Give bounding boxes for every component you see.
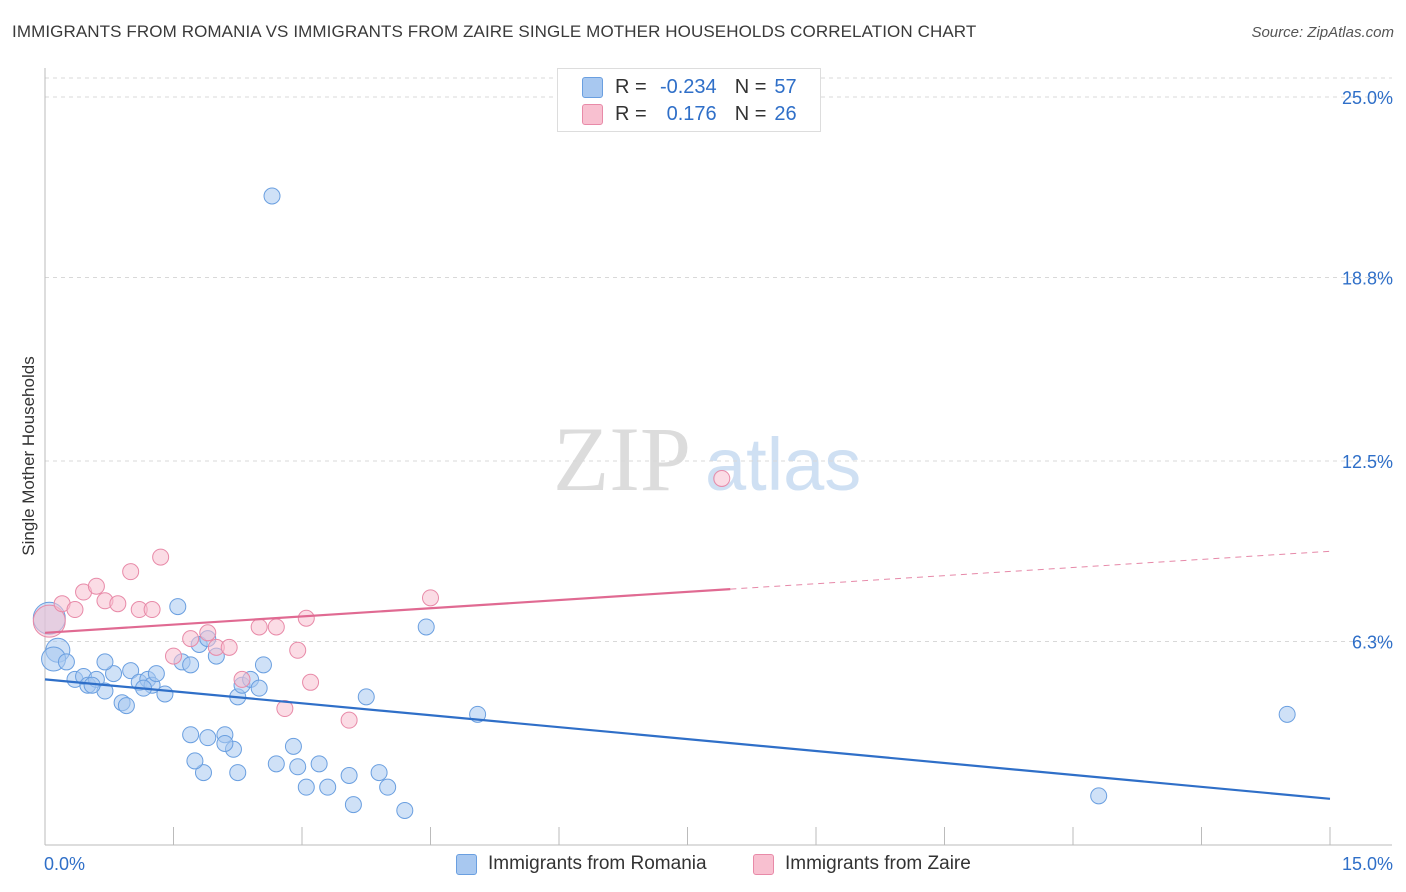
n-label: N =	[734, 75, 767, 98]
zaire-trend-line	[44, 588, 731, 634]
zaire-point	[297, 609, 315, 627]
romania-point	[340, 766, 358, 784]
romania-legend-swatch	[456, 853, 477, 875]
stats-row-zaire: R = 0.176 N = 26	[582, 101, 797, 127]
romania-point	[117, 697, 135, 715]
zaire-point	[32, 604, 66, 638]
zaire-point	[250, 618, 268, 636]
zaire-swatch	[582, 103, 603, 125]
stats-legend-box: R = -0.234 N = 57 R = 0.176 N = 26	[557, 68, 821, 132]
romania-point	[254, 656, 272, 674]
zaire-point	[199, 624, 217, 642]
romania-point	[267, 755, 285, 773]
romania-point	[169, 598, 187, 616]
zaire-point	[165, 647, 182, 665]
zaire-legend-swatch	[753, 853, 774, 875]
romania-point	[297, 778, 315, 796]
romania-point	[96, 653, 114, 671]
zaire-point	[143, 601, 161, 619]
romania-point	[186, 752, 204, 770]
zaire-point	[87, 577, 105, 595]
romania-point	[122, 662, 140, 680]
r-value: 0.176	[666, 102, 717, 125]
romania-point	[319, 778, 337, 796]
y-tick-label: 12.5%	[1342, 452, 1393, 472]
romania-point	[289, 758, 307, 776]
romania-point	[182, 656, 200, 674]
n-value: 26	[774, 102, 797, 125]
zaire-point	[152, 548, 170, 566]
x-tick-label-min: 0.0%	[44, 854, 85, 874]
legend-item-zaire[interactable]: Immigrants from Zaire	[753, 851, 971, 877]
zaire-point	[340, 711, 358, 729]
legend-item-romania[interactable]: Immigrants from Romania	[456, 851, 707, 877]
romania-point	[250, 679, 268, 697]
romania-swatch	[582, 76, 603, 98]
romania-point	[194, 764, 212, 782]
zaire-point	[267, 618, 285, 636]
r-value: -0.234	[659, 75, 717, 98]
y-tick-label: 18.8%	[1342, 269, 1393, 289]
romania-point	[105, 665, 123, 683]
zaire-point	[233, 670, 251, 688]
chart-title: IMMIGRANTS FROM ROMANIA VS IMMIGRANTS FR…	[12, 22, 977, 41]
r-label: R =	[615, 102, 647, 125]
romania-point	[284, 737, 302, 755]
zaire-point	[276, 700, 294, 718]
romania-point	[199, 729, 217, 747]
legend-label-zaire: Immigrants from Zaire	[785, 853, 971, 874]
romania-point	[357, 688, 375, 706]
watermark-zip: ZIP	[553, 408, 691, 510]
zaire-point	[182, 630, 200, 648]
romania-point	[263, 187, 281, 205]
zaire-point	[289, 641, 307, 659]
zaire-point	[220, 638, 238, 656]
romania-point	[1278, 705, 1296, 723]
romania-point	[344, 796, 362, 814]
romania-point	[396, 801, 414, 819]
zaire-point	[302, 673, 320, 691]
x-tick-label-max: 15.0%	[1342, 854, 1393, 874]
watermark: ZIP atlas	[553, 408, 861, 510]
zaire-point	[109, 595, 127, 613]
stats-row-romania: R = -0.234 N = 57	[582, 74, 797, 100]
romania-point	[216, 734, 234, 752]
zaire-point	[713, 469, 731, 487]
romania-trend-line	[44, 678, 1331, 800]
source-label: Source: ZipAtlas.com	[1251, 24, 1394, 41]
romania-point	[57, 653, 75, 671]
zaire-point	[66, 601, 84, 619]
r-label: R =	[615, 75, 647, 98]
n-value: 57	[774, 75, 797, 98]
romania-point	[1090, 787, 1108, 805]
romania-point	[370, 764, 388, 782]
zaire-trend-extension	[730, 550, 1331, 590]
n-label: N =	[734, 102, 767, 125]
y-tick-label: 6.3%	[1352, 633, 1393, 653]
watermark-atlas: atlas	[705, 423, 861, 506]
legend-label-romania: Immigrants from Romania	[488, 853, 707, 874]
zaire-point	[122, 563, 140, 581]
romania-point	[182, 726, 200, 744]
y-tick-label: 25.0%	[1342, 88, 1393, 108]
romania-point	[229, 764, 247, 782]
romania-point	[147, 665, 165, 683]
romania-point	[310, 755, 328, 773]
zaire-point	[422, 589, 439, 607]
romania-point	[417, 618, 435, 636]
romania-point	[379, 778, 397, 796]
romania-point	[156, 685, 174, 703]
